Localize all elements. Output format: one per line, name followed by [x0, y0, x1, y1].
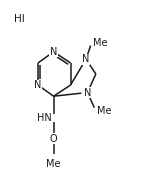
Text: Me: Me — [46, 159, 61, 169]
Text: HN: HN — [37, 113, 52, 123]
Text: O: O — [50, 134, 57, 144]
Text: N: N — [84, 88, 91, 97]
Text: N: N — [34, 80, 42, 90]
Text: Me: Me — [93, 38, 108, 48]
Text: N: N — [50, 47, 57, 57]
Text: N: N — [82, 54, 90, 64]
Text: HI: HI — [14, 14, 25, 23]
Text: Me: Me — [97, 106, 112, 116]
